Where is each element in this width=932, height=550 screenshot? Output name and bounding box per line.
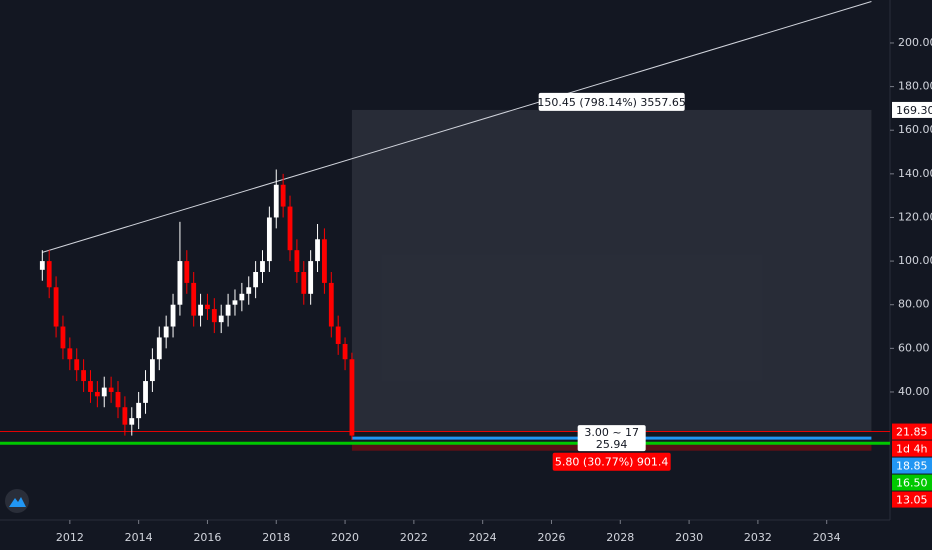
candle-body: [308, 261, 314, 294]
candle-body: [136, 402, 142, 419]
x-tick-label: 2026: [537, 531, 565, 544]
measure-label-box: [538, 92, 685, 111]
countdown-box: [892, 440, 932, 457]
candle-body: [218, 315, 224, 323]
x-tick-label: 2032: [744, 531, 772, 544]
candle-body: [301, 271, 307, 294]
candle-body: [335, 326, 341, 344]
measure-box: [351, 109, 872, 432]
loss-label-box: [552, 452, 671, 471]
candle-body: [280, 184, 286, 207]
candle-body: [156, 337, 162, 360]
price-label-box: [892, 423, 932, 440]
candle-body: [53, 287, 59, 327]
price-label: 169.30: [896, 104, 932, 117]
candle-body: [294, 250, 300, 272]
candle-body: [67, 348, 73, 360]
candle-body: [184, 261, 190, 283]
candle-body: [349, 359, 355, 436]
y-tick-label: 120.00: [898, 210, 932, 223]
y-tick-label: 80.00: [898, 298, 930, 311]
x-tick-label: 2014: [125, 531, 153, 544]
x-tick-label: 2028: [606, 531, 634, 544]
candle-body: [211, 309, 217, 323]
price-label-box: [892, 101, 932, 118]
price-label: 18.85: [896, 460, 928, 473]
y-tick-label: 160.00: [898, 123, 932, 136]
price-label-box: [892, 457, 932, 474]
position-label-box: [577, 425, 646, 452]
logo[interactable]: [5, 489, 29, 513]
candle-body: [163, 326, 169, 338]
measure-label: 150.45 (798.14%) 3557.65: [537, 96, 686, 109]
price-label: 13.05: [896, 494, 928, 507]
x-tick-label: 2020: [331, 531, 359, 544]
y-tick-label: 60.00: [898, 341, 930, 354]
candle-body: [149, 359, 155, 382]
candle-body: [205, 304, 210, 310]
countdown: 1d 4h: [896, 443, 927, 456]
candle-body: [322, 239, 327, 283]
loss-label: 5.80 (30.77%) 901.4: [555, 456, 669, 469]
candle-body: [253, 271, 259, 288]
position-label: 3.00 ~ 17: [584, 426, 639, 439]
y-tick-label: 200.00: [898, 36, 932, 49]
candle-body: [108, 387, 114, 392]
candle-body: [191, 282, 197, 316]
price-label: 21.85: [896, 426, 928, 439]
price-label-box: [892, 491, 932, 508]
x-tick-label: 2018: [262, 531, 290, 544]
candle-body: [232, 300, 238, 305]
candle-body: [260, 261, 265, 272]
y-tick-label: 140.00: [898, 167, 932, 180]
logo-mark[interactable]: [9, 497, 26, 507]
y-tick-label: 40.00: [898, 385, 930, 398]
y-tick-label: 180.00: [898, 80, 932, 93]
candle-body: [177, 261, 183, 305]
candle-body: [170, 304, 176, 327]
candle-body: [328, 282, 334, 327]
candle-body: [225, 304, 231, 316]
candle-body: [74, 359, 80, 371]
candle-body: [239, 293, 245, 301]
candle-body: [198, 304, 203, 316]
candle-body: [342, 343, 348, 360]
x-tick-label: 2012: [56, 531, 84, 544]
candle-body: [122, 407, 128, 425]
candle-body: [273, 184, 279, 218]
candle-body: [60, 326, 66, 349]
candle-body: [287, 206, 293, 251]
price-label: 16.50: [896, 477, 928, 490]
candle-body: [94, 391, 100, 397]
candle-body: [129, 418, 135, 425]
x-tick-label: 2022: [400, 531, 428, 544]
candle-body: [246, 287, 252, 294]
trendline: [42, 1, 872, 253]
candle-body: [81, 370, 87, 382]
y-tick-label: 100.00: [898, 254, 932, 267]
candle-body: [101, 387, 107, 397]
candle-body: [88, 381, 93, 392]
price-label-box: [892, 474, 932, 491]
x-tick-label: 2034: [813, 531, 841, 544]
position-label: 25.94: [596, 438, 628, 451]
x-tick-label: 2030: [675, 531, 703, 544]
candle-body: [143, 381, 148, 403]
x-tick-label: 2024: [469, 531, 497, 544]
candle-body: [315, 239, 320, 262]
candle-body: [115, 391, 121, 408]
x-tick-label: 2016: [193, 531, 221, 544]
candle-body: [266, 217, 272, 262]
candle-body: [46, 261, 52, 288]
candle-body: [39, 261, 45, 270]
